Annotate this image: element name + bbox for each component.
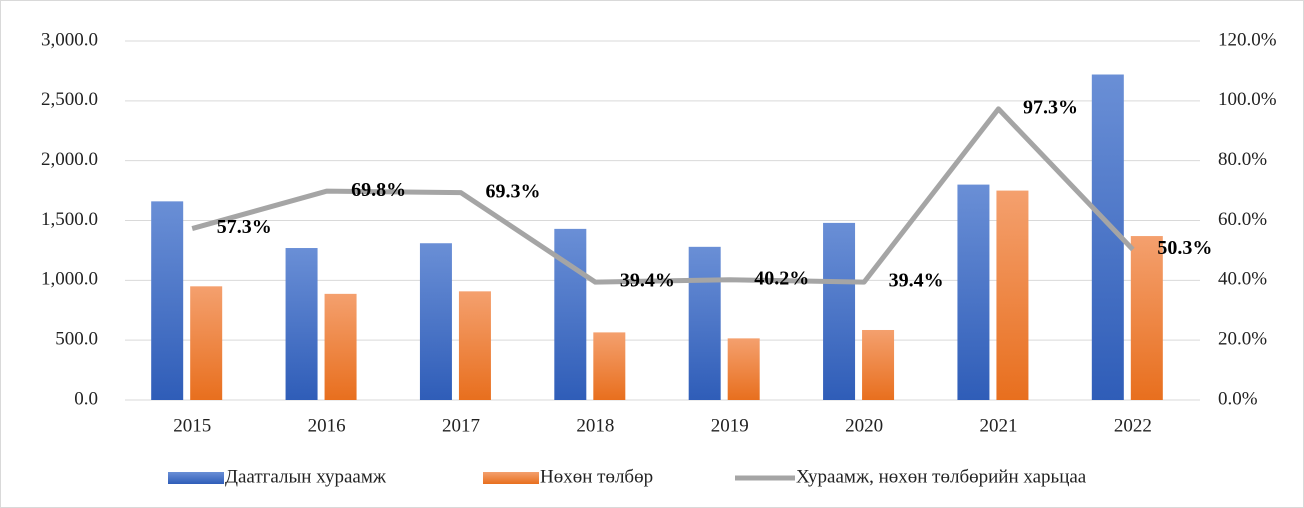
x-tick-label: 2015 (173, 415, 211, 436)
bar (823, 222, 856, 400)
bar (324, 293, 357, 400)
y-tick-label: 500.0 (55, 329, 98, 350)
y-tick-label: 1,500.0 (41, 209, 98, 230)
legend-label: Хураамж, нөхөн төлбөрийн харьцаа (796, 466, 1087, 487)
y2-tick-label: 0.0% (1218, 388, 1258, 409)
y2-tick-label: 100.0% (1218, 89, 1277, 110)
legend-swatch (483, 472, 539, 484)
data-label: 40.2% (754, 267, 809, 289)
x-tick-label: 2022 (1114, 415, 1152, 436)
bar (688, 246, 721, 400)
line-series (191, 106, 1135, 285)
y-tick-label: 1,000.0 (41, 269, 98, 290)
bar (151, 201, 184, 400)
y-tick-label: 0.0 (74, 388, 98, 409)
x-tick-label: 2021 (979, 415, 1017, 436)
y-tick-label: 2,500.0 (41, 89, 98, 110)
bar (285, 248, 318, 400)
x-tick-label: 2020 (845, 415, 883, 436)
y2-tick-label: 120.0% (1218, 29, 1277, 50)
y-tick-label: 2,000.0 (41, 149, 98, 170)
y2-tick-label: 60.0% (1218, 209, 1267, 230)
data-label: 39.4% (889, 270, 944, 292)
bar (957, 184, 990, 400)
bar (727, 338, 760, 400)
x-tick-label: 2018 (576, 415, 614, 436)
data-label: 69.8% (351, 179, 406, 201)
legend-swatch (168, 472, 224, 484)
y2-tick-label: 40.0% (1218, 269, 1267, 290)
legend-label: Нөхөн төлбөр (540, 466, 653, 487)
data-label: 69.3% (485, 180, 540, 202)
y-tick-label: 3,000.0 (41, 29, 98, 50)
x-tick-label: 2017 (442, 415, 480, 436)
data-label: 39.4% (620, 270, 675, 292)
bar (1130, 236, 1163, 400)
data-label: 57.3% (217, 216, 272, 238)
x-tick-label: 2016 (308, 415, 346, 436)
y2-tick-label: 80.0% (1218, 149, 1267, 170)
bar (458, 291, 491, 400)
legend-label: Даатгалын хураамж (225, 466, 387, 487)
x-tick-label: 2019 (711, 415, 749, 436)
data-label: 50.3% (1157, 237, 1212, 259)
bar (190, 286, 223, 400)
data-label: 97.3% (1023, 97, 1078, 119)
bar (554, 228, 587, 400)
bar (862, 329, 895, 400)
y2-tick-label: 20.0% (1218, 329, 1267, 350)
bar (419, 243, 452, 400)
bar (593, 332, 626, 400)
bar (996, 190, 1029, 400)
